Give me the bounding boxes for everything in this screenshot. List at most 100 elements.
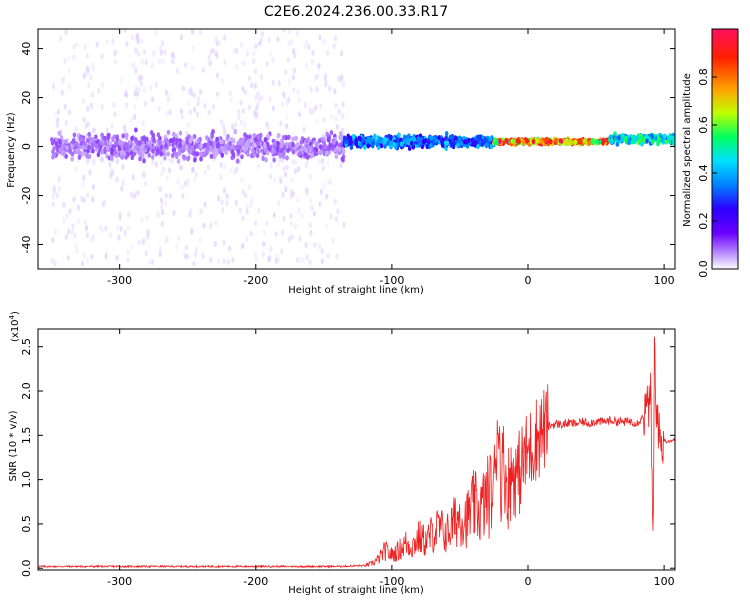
spectrogram-cell: [118, 214, 122, 221]
spectrogram-cell: [203, 102, 207, 109]
spectrogram-cell: [241, 189, 245, 196]
spectrogram-cell: [74, 126, 78, 133]
spectrogram-cell: [68, 207, 72, 214]
spectrogram-cell: [135, 91, 140, 98]
spectrogram-cell: [237, 144, 242, 150]
spectrogram-cell: [225, 193, 229, 200]
spectrogram-cell: [132, 62, 137, 69]
spectrogram-cell: [112, 102, 116, 109]
spectrogram-cell: [263, 137, 268, 143]
spectrogram-cell: [286, 57, 291, 64]
spectrogram-cell: [108, 161, 112, 168]
spectrogram-cell: [250, 153, 254, 159]
spectrogram-cell: [64, 29, 68, 36]
spectrogram-cell: [215, 136, 219, 142]
spectrogram-cell: [256, 163, 261, 170]
spectrogram-cell: [143, 180, 148, 187]
spectrogram-cell: [187, 177, 191, 184]
spectrogram-cell: [51, 257, 55, 264]
spectrogram-cell: [293, 52, 297, 59]
spectrogram-cell: [70, 229, 74, 236]
spectrogram-cell: [265, 121, 269, 128]
spectrogram-cell: [621, 132, 625, 139]
spectrogram-cell: [601, 140, 605, 146]
spectrogram-cell: [190, 64, 194, 71]
spectrogram-cell: [125, 40, 129, 47]
snr-y-tick-label: 1.5: [20, 427, 33, 445]
spectrogram-cell: [292, 67, 297, 74]
spectrogram-cell: [294, 135, 298, 141]
spectrogram-x-tick-label: 0: [525, 274, 532, 287]
spectrogram-cell: [127, 147, 132, 153]
spectrogram-cell: [252, 50, 256, 57]
spectrogram-cell: [399, 141, 404, 147]
spectrogram-cell: [308, 173, 312, 180]
spectrogram-cell: [170, 157, 174, 164]
spectrogram-cell: [195, 111, 200, 118]
spectrogram-cell: [92, 159, 96, 166]
chart-title: C2E6.2024.236.00.33.R17: [264, 4, 448, 20]
spectrogram-cell: [85, 192, 90, 199]
spectrogram-cell: [119, 225, 123, 232]
spectrogram-cell: [587, 140, 591, 146]
spectrogram-cell: [222, 239, 226, 246]
spectrogram-cell: [129, 117, 133, 124]
spectrogram-cell: [182, 154, 187, 161]
spectrogram-cell: [450, 141, 454, 147]
colorbar-tick-label: 0.8: [697, 68, 710, 86]
spectrogram-cell: [313, 241, 317, 248]
spectrogram-cell: [108, 140, 112, 147]
spectrogram-cell: [173, 150, 177, 156]
spectrogram-cell: [152, 137, 156, 143]
spectrogram-cell: [81, 98, 86, 105]
spectrogram-cell: [206, 164, 211, 171]
spectrogram-cell: [249, 202, 253, 209]
spectrogram-cell: [223, 130, 227, 137]
spectrogram-cell: [296, 88, 300, 95]
spectrogram-cell: [252, 132, 257, 139]
spectrogram-cell: [269, 162, 273, 169]
spectrogram-cell: [158, 250, 162, 257]
spectrogram-cell: [72, 132, 77, 138]
spectrogram-cell: [165, 175, 169, 182]
spectrogram-cell: [303, 43, 307, 50]
spectrogram-cell: [140, 148, 145, 154]
spectrogram-cell: [81, 151, 86, 157]
spectrogram-cell: [194, 246, 198, 253]
spectrogram-cell: [74, 141, 79, 147]
spectrogram-cell: [60, 89, 64, 96]
spectrogram-cell: [239, 99, 243, 106]
spectrogram-cell: [249, 82, 254, 89]
spectrogram-cell: [228, 90, 232, 97]
spectrogram-cell: [214, 219, 218, 226]
spectrogram-cell: [237, 108, 241, 115]
spectrogram-y-tick-label: -40: [20, 236, 33, 254]
spectrogram-cell: [265, 220, 269, 227]
spectrogram-cell: [76, 204, 81, 211]
spectrogram-cell: [243, 89, 247, 96]
spectrogram-cell: [274, 258, 278, 265]
colorbar-tick-label: 0.4: [697, 164, 710, 182]
spectrogram-cell: [341, 101, 345, 108]
spectrogram-y-axis: -40 -20 0 20 40: [20, 42, 675, 254]
spectrogram-cell: [308, 147, 313, 153]
spectrogram-cell: [271, 79, 275, 86]
spectrogram-cell: [342, 221, 346, 228]
spectrogram-cell: [269, 246, 273, 253]
spectrogram-cell: [239, 42, 243, 49]
spectrogram-cell: [296, 166, 301, 173]
spectrogram-cell: [123, 29, 127, 33]
spectrogram-cell: [263, 147, 268, 154]
spectrogram-cell: [129, 191, 134, 198]
spectrogram-cell: [75, 147, 79, 154]
spectrogram-cell: [623, 137, 628, 143]
spectrogram-cell: [181, 192, 185, 199]
spectrogram-cell: [51, 237, 55, 244]
spectrogram-cell: [433, 136, 437, 142]
spectrogram-cell: [60, 150, 64, 156]
spectrogram-cell: [63, 103, 67, 110]
spectrogram-cell: [358, 141, 363, 148]
colorbar-tick-label: 0.0: [697, 260, 710, 278]
snr-series-line: [38, 336, 675, 569]
